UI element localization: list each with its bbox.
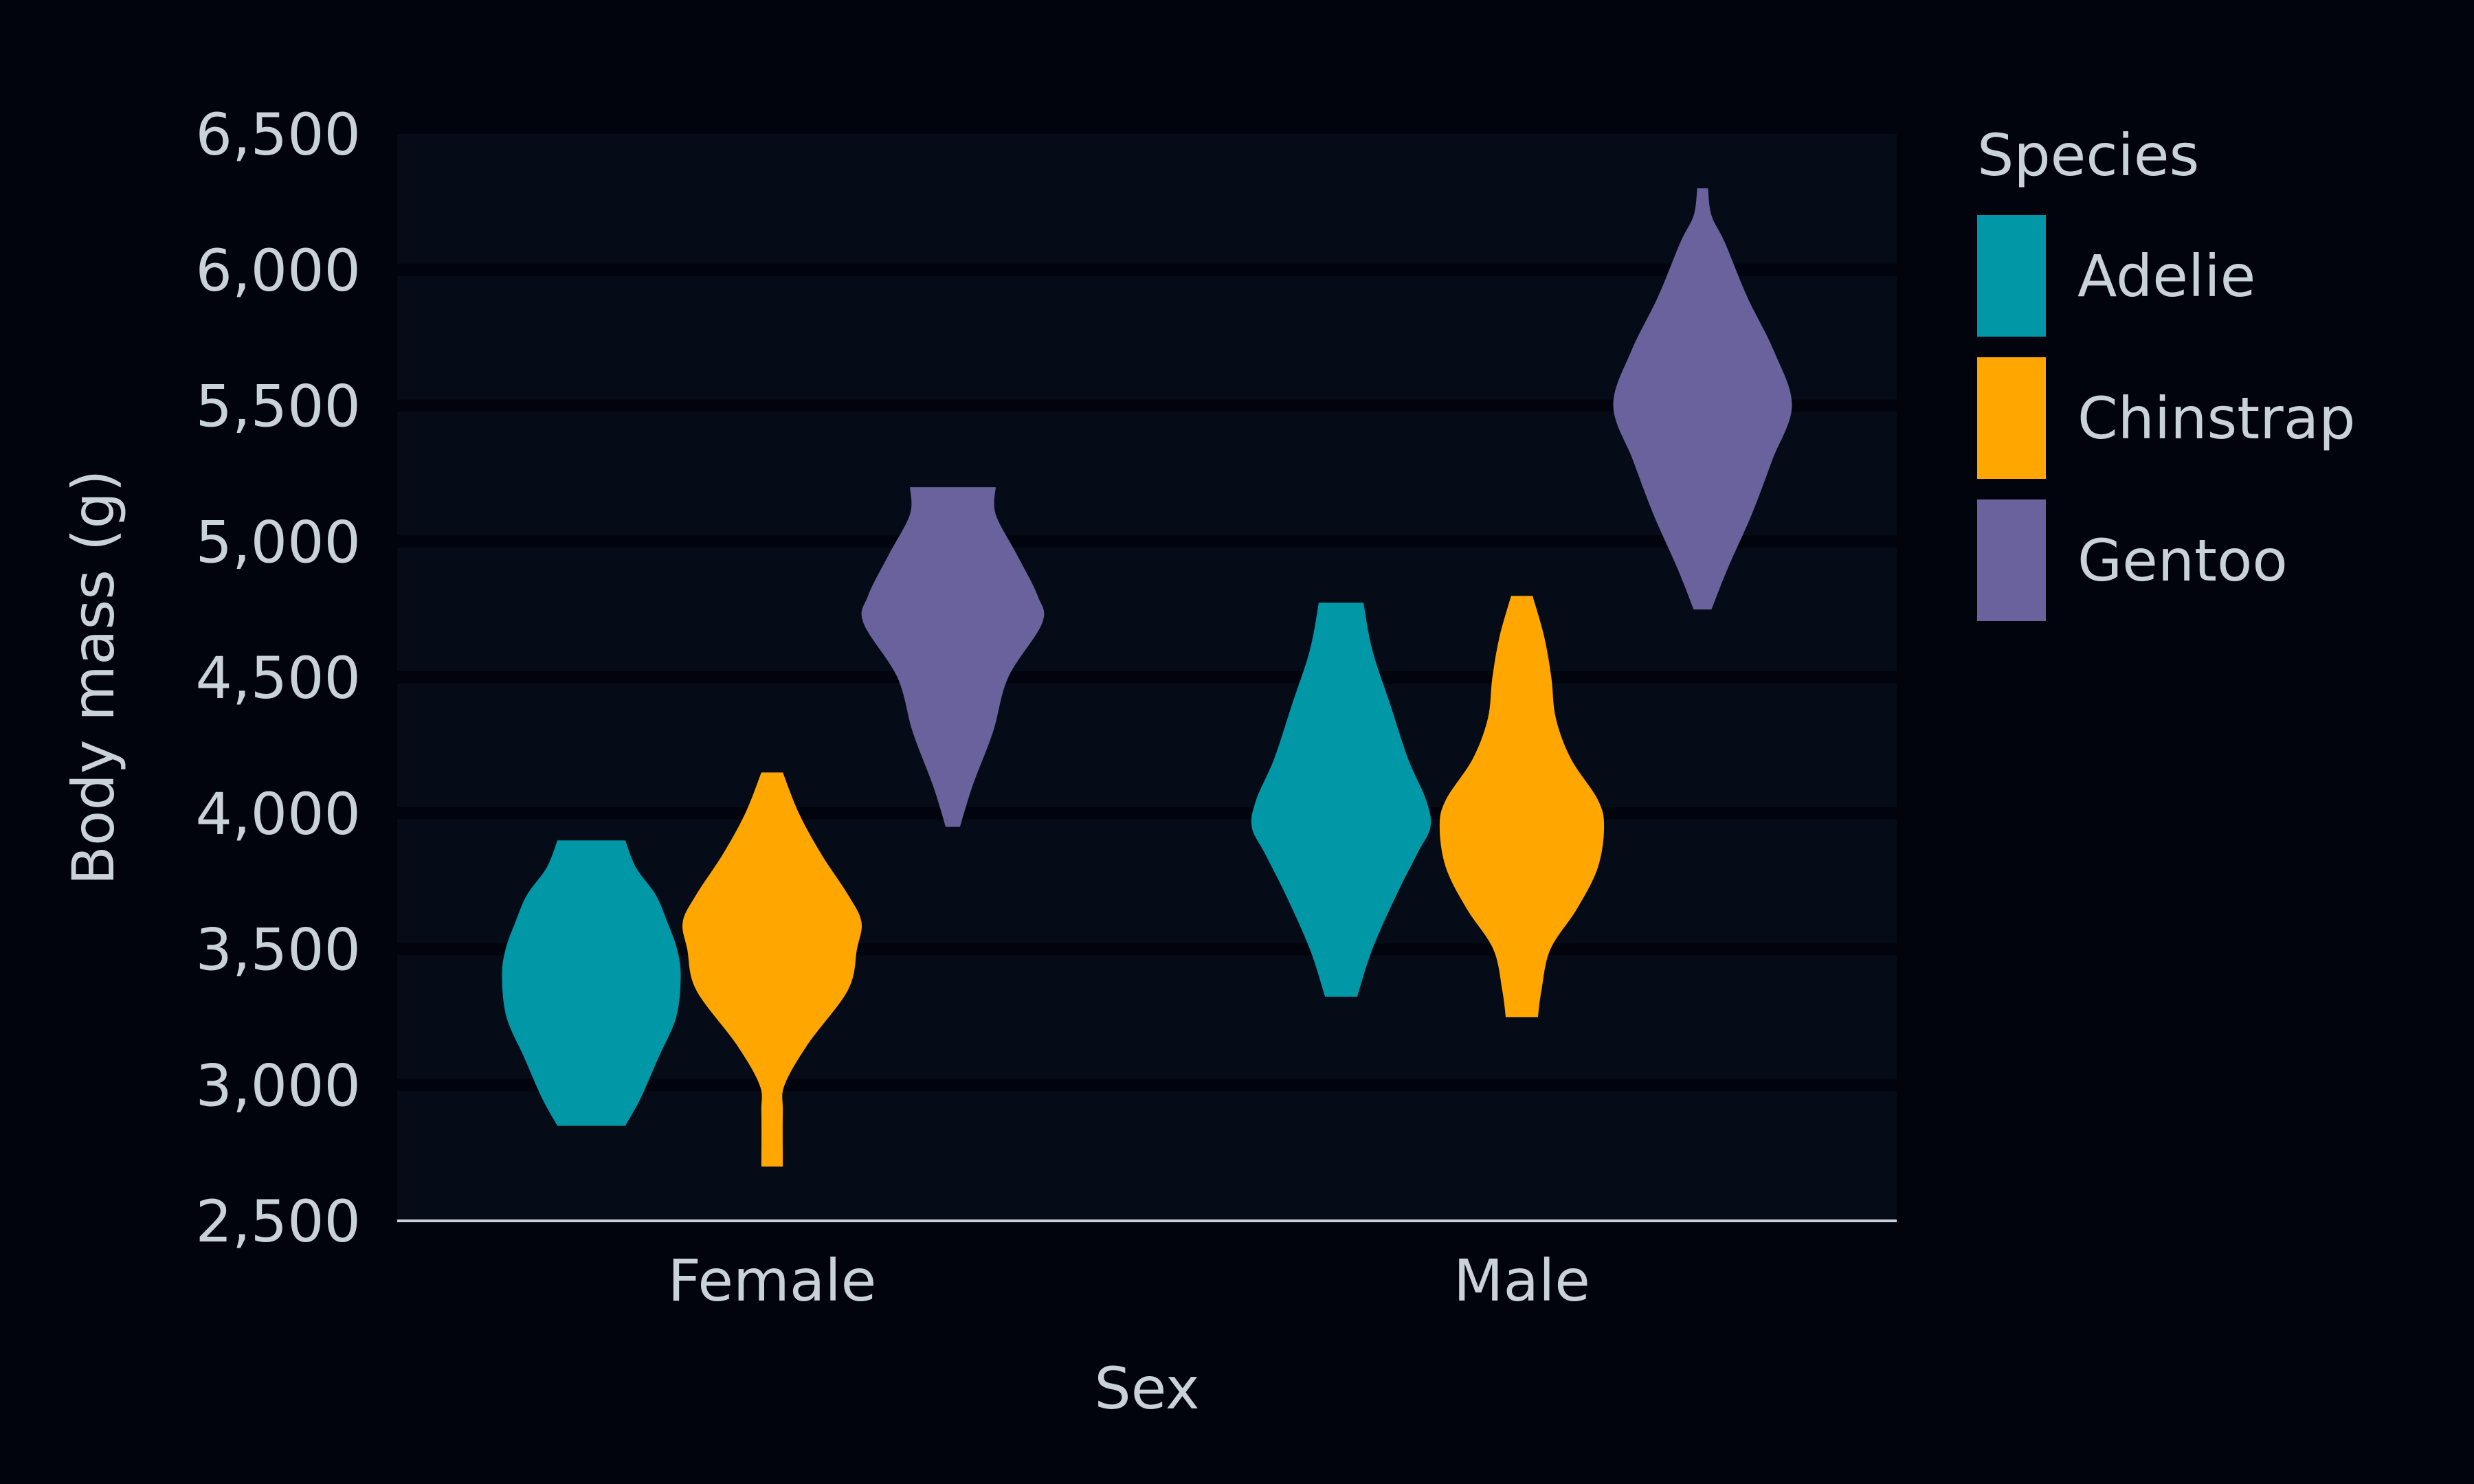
y-tick-label: 3,500: [196, 917, 361, 984]
x-axis-ticks: Female Male: [668, 1247, 1590, 1314]
y-tick-label: 5,500: [196, 373, 361, 440]
y-tick-label: 5,000: [196, 508, 361, 576]
y-tick-label: 6,000: [196, 237, 361, 304]
legend-swatch-chinstrap: [1977, 357, 2046, 479]
violin-chinstrap-female: [682, 772, 862, 1167]
legend-swatch-adelie: [1977, 215, 2046, 337]
legend-title: Species: [1977, 122, 2199, 189]
legend-swatch-gentoo: [1977, 499, 2046, 621]
x-tick-label: Male: [1453, 1247, 1590, 1314]
legend-items: Adelie Chinstrap Gentoo: [1977, 215, 2356, 621]
y-axis-title: Body mass (g): [60, 469, 127, 885]
x-axis-title: Sex: [1094, 1355, 1199, 1422]
violin-chinstrap-male: [1439, 596, 1605, 1018]
violin-gentoo-female: [861, 487, 1045, 827]
y-tick-label: 6,500: [196, 101, 361, 168]
violin-adelie-female: [502, 840, 681, 1126]
violin-gentoo-male: [1613, 188, 1792, 610]
violins: [502, 188, 1792, 1167]
legend-label-chinstrap: Chinstrap: [2077, 385, 2356, 452]
x-tick-label: Female: [668, 1247, 877, 1314]
legend-label-adelie: Adelie: [2077, 243, 2255, 310]
violin-adelie-male: [1251, 603, 1431, 997]
legend-label-gentoo: Gentoo: [2077, 527, 2288, 594]
y-tick-label: 4,000: [196, 780, 361, 848]
y-axis-ticks: 2,500 3,000 3,500 4,000 4,500 5,000 5,500 6,000…: [196, 101, 361, 1255]
y-tick-label: 2,500: [196, 1188, 361, 1255]
y-tick-label: 4,500: [196, 644, 361, 712]
y-tick-label: 3,000: [196, 1052, 361, 1119]
legend: Species Adelie Chinstrap Gentoo: [1977, 122, 2356, 621]
